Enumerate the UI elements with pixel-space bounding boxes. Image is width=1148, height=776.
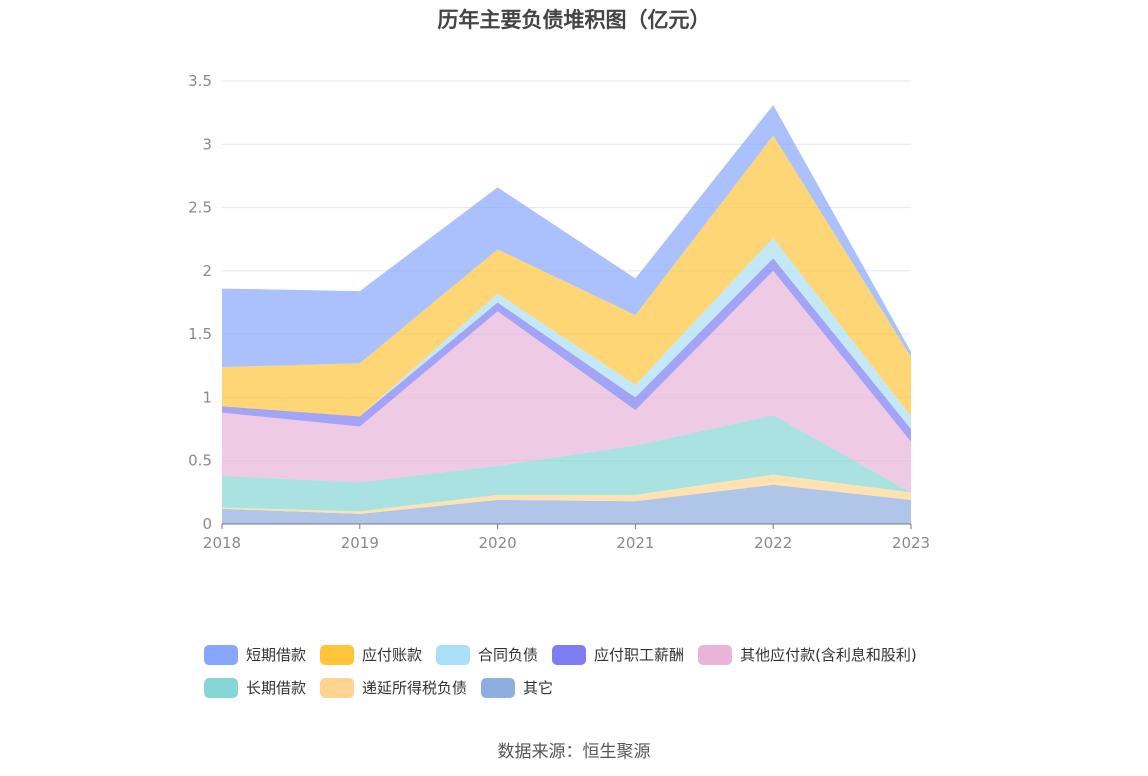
legend-item[interactable]: 短期借款 — [204, 644, 306, 665]
area-series-2 — [222, 415, 911, 512]
legend-swatch — [481, 677, 516, 698]
legend-item[interactable]: 其他应付款(含利息和股利) — [698, 644, 917, 665]
legend-label: 应付职工薪酬 — [594, 646, 685, 664]
x-tick-label: 2022 — [754, 534, 792, 552]
y-tick-label: 3.5 — [188, 72, 212, 90]
legend-item[interactable]: 长期借款 — [204, 677, 306, 698]
legend-swatch — [436, 644, 471, 665]
legend-swatch — [204, 644, 238, 665]
area-series-0 — [222, 484, 911, 524]
y-tick-label: 2.5 — [188, 199, 212, 217]
area-series-7 — [222, 105, 911, 368]
legend-item[interactable]: 应付职工薪酬 — [552, 644, 684, 665]
x-tick-label: 2023 — [892, 534, 930, 552]
area-series-1 — [222, 474, 911, 514]
area-series-5 — [222, 237, 911, 430]
legend-item[interactable]: 递延所得税负债 — [320, 677, 467, 698]
area-series-3 — [222, 270, 911, 493]
y-tick-label: 0.5 — [188, 452, 212, 470]
legend-label: 递延所得税负债 — [362, 679, 468, 697]
legend-label: 长期借款 — [246, 679, 307, 697]
legend: 短期借款 应付账款 合同负债 应付职工薪酬 其他应付款(含利息和股利) 长期借款 递延所得… — [204, 638, 984, 704]
legend-label: 其他应付款(含利息和股利) — [740, 646, 917, 664]
legend-item[interactable]: 其它 — [481, 677, 553, 698]
source-note: 数据来源：恒生聚源 — [497, 742, 651, 762]
y-tick-label: 1.5 — [188, 325, 212, 343]
legend-label: 短期借款 — [246, 646, 307, 664]
legend-label: 应付账款 — [362, 646, 423, 664]
x-tick-label: 2021 — [616, 534, 654, 552]
legend-swatch — [320, 644, 355, 665]
axes: 0 0.5 1 1.5 2 2.5 3 3.5 2018 2019 2020 2021 2022 2023 — [188, 72, 930, 552]
legend-label: 其它 — [523, 679, 554, 697]
legend-label: 合同负债 — [478, 646, 539, 664]
y-tick-label: 0 — [202, 515, 212, 533]
legend-swatch — [698, 644, 733, 665]
area-series-4 — [222, 258, 911, 442]
legend-row: 长期借款 递延所得税负债 其它 — [204, 671, 984, 704]
x-tick-label: 2018 — [203, 534, 241, 552]
legend-row: 短期借款 应付账款 合同负债 应付职工薪酬 其他应付款(含利息和股利) — [204, 638, 984, 671]
y-tick-label: 1 — [202, 388, 212, 406]
y-tick-label: 2 — [202, 262, 212, 280]
x-tick-label: 2020 — [479, 534, 517, 552]
area-series — [222, 105, 911, 524]
legend-item[interactable]: 合同负债 — [436, 644, 538, 665]
y-tick-label: 3 — [202, 135, 212, 153]
area-series-6 — [222, 135, 911, 417]
x-tick-label: 2019 — [341, 534, 379, 552]
legend-item[interactable]: 应付账款 — [320, 644, 422, 665]
legend-swatch — [320, 677, 355, 698]
chart-title: 历年主要负债堆积图（亿元） — [437, 8, 711, 32]
legend-swatch — [552, 644, 587, 665]
legend-swatch — [204, 677, 238, 698]
